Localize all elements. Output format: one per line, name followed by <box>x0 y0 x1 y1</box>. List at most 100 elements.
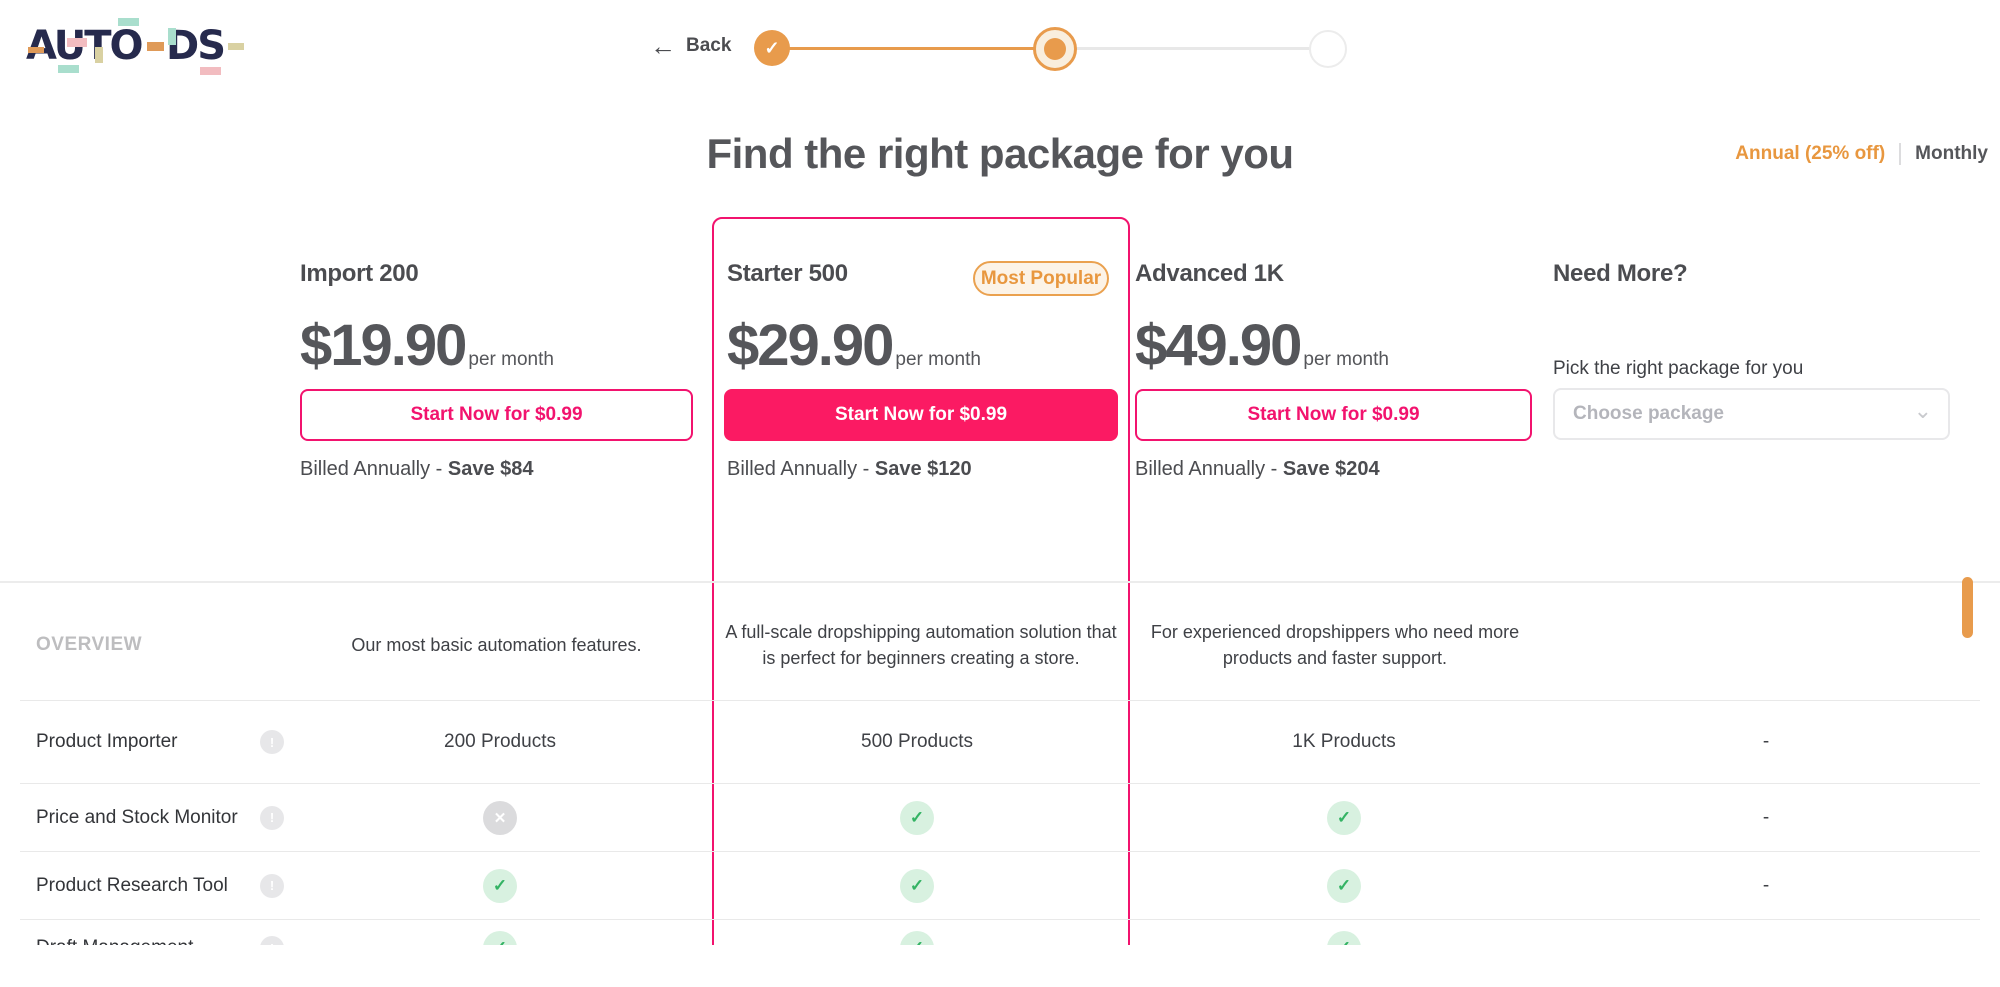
choose-package-dropdown[interactable]: Choose package ⌄ <box>1553 388 1950 440</box>
toggle-annual[interactable]: Annual (25% off) <box>1735 143 1886 164</box>
logo-accent <box>67 38 87 47</box>
check-icon: ✓ <box>483 931 517 945</box>
cell-starter-500: ✓ <box>720 852 1114 919</box>
billed-text: Billed Annually - <box>300 458 448 480</box>
price-amount: $19.90 <box>300 313 467 378</box>
logo-accent <box>200 67 221 75</box>
billed-text: Billed Annually - <box>727 458 875 480</box>
cell-import-200: ✓ <box>300 852 700 919</box>
cell-advanced-1k: ✓ <box>1147 852 1541 919</box>
cell-advanced-1k: ✓ <box>1147 784 1541 851</box>
row-separator <box>20 919 1980 920</box>
billing-toggle: Annual (25% off) Monthly <box>1735 143 1988 165</box>
cell-need-more: - <box>1762 874 1770 896</box>
back-label: Back <box>686 35 732 56</box>
check-glyph: ✓ <box>909 875 925 895</box>
cell-import-200: ✕ <box>300 784 700 851</box>
plan-price-advanced-1k: $49.90 per month <box>1135 312 1389 379</box>
cell-import-200: ✓ <box>300 922 700 945</box>
billed-text: Billed Annually - <box>1135 458 1283 480</box>
feature-label: Product Importer <box>36 731 178 752</box>
back-button[interactable]: ← Back <box>650 33 731 59</box>
start-now-button-starter-500[interactable]: Start Now for $0.99 <box>724 389 1118 441</box>
price-period: per month <box>895 349 981 370</box>
feature-row-draft-management: Draft Management ! ✓ ✓ ✓ <box>0 922 2000 945</box>
feature-row-price-stock-monitor: Price and Stock Monitor ! ✕ ✓ ✓ - <box>0 784 2000 851</box>
price-period: per month <box>1303 349 1389 370</box>
row-separator <box>20 700 1980 701</box>
check-glyph: ✓ <box>910 938 924 945</box>
stepper-step-3-upcoming <box>1309 30 1347 68</box>
cell-advanced-1k: 1K Products <box>1292 731 1396 752</box>
x-glyph: ✕ <box>493 809 507 827</box>
logo-text-ds: DS <box>166 23 226 69</box>
start-now-button-import-200[interactable]: Start Now for $0.99 <box>300 389 693 441</box>
cell-starter-500: ✓ <box>720 922 1114 945</box>
check-icon: ✓ <box>1327 868 1361 903</box>
dropdown-placeholder: Choose package <box>1573 403 1724 424</box>
stepper-line-upcoming <box>1054 47 1328 50</box>
check-glyph: ✓ <box>493 938 507 945</box>
x-icon: ✕ <box>483 800 517 835</box>
stepper-step-1-completed: ✓ <box>754 30 790 66</box>
autods-logo[interactable]: AUTO DS <box>16 8 256 78</box>
savings-amount: Save $204 <box>1282 458 1380 480</box>
plan-description-advanced-1k: For experienced dropshippers who need mo… <box>1150 622 1520 668</box>
cell-starter-500: ✓ <box>720 784 1114 851</box>
info-glyph: ! <box>269 810 275 825</box>
check-glyph: ✓ <box>492 875 508 895</box>
info-icon[interactable]: ! <box>260 873 284 898</box>
plan-description-import-200: Our most basic automation features. <box>351 635 642 655</box>
check-icon: ✓ <box>1327 800 1361 835</box>
check-icon: ✓ <box>900 868 934 903</box>
price-period: per month <box>468 349 554 370</box>
savings-amount: Save $120 <box>874 458 972 480</box>
cell-need-more: - <box>1762 806 1770 828</box>
content-area: AUTO DS ← Back ✓ Find the right package <box>0 8 2000 945</box>
check-glyph: ✓ <box>1336 807 1352 827</box>
savings-amount: Save $84 <box>447 458 534 480</box>
need-more-subtitle: Pick the right package for you <box>1553 358 1804 379</box>
stepper-current-dot <box>1044 38 1066 60</box>
info-glyph: ! <box>269 878 275 893</box>
feature-label: Price and Stock Monitor <box>36 806 238 828</box>
scrollbar-thumb[interactable] <box>1962 577 1973 638</box>
row-separator <box>20 851 1980 852</box>
most-popular-badge: Most Popular <box>973 261 1109 296</box>
info-icon[interactable]: ! <box>260 936 284 945</box>
logo-accent <box>28 47 44 53</box>
logo-dash <box>147 42 164 51</box>
logo-accent <box>95 47 103 63</box>
cell-import-200: 200 Products <box>444 731 556 752</box>
logo-accent <box>58 65 79 73</box>
info-glyph: ! <box>269 734 275 750</box>
need-more-title: Need More? <box>1553 260 1688 287</box>
check-glyph: ✓ <box>1337 938 1351 945</box>
plan-price-import-200: $19.90 per month <box>300 312 554 379</box>
back-arrow-icon: ← <box>650 31 676 61</box>
feature-label: Draft Management <box>36 937 193 945</box>
toggle-monthly[interactable]: Monthly <box>1915 143 1988 164</box>
info-glyph: ! <box>270 941 274 946</box>
feature-row-product-research-tool: Product Research Tool ! ✓ ✓ ✓ - <box>0 852 2000 919</box>
info-icon[interactable]: ! <box>260 805 284 830</box>
cell-starter-500: 500 Products <box>861 731 973 752</box>
start-now-button-advanced-1k[interactable]: Start Now for $0.99 <box>1135 389 1532 441</box>
row-separator <box>20 783 1980 784</box>
info-icon[interactable]: ! <box>260 730 284 754</box>
billed-annually-advanced-1k: Billed Annually - Save $204 <box>1135 458 1380 481</box>
billed-annually-import-200: Billed Annually - Save $84 <box>300 458 534 481</box>
plan-price-starter-500: $29.90 per month <box>727 312 981 379</box>
feature-row-product-importer: Product Importer ! 200 Products 500 Prod… <box>0 701 2000 783</box>
cell-need-more: - <box>1762 731 1770 752</box>
plan-name-advanced-1k: Advanced 1K <box>1135 260 1284 287</box>
logo-accent <box>118 18 139 26</box>
billed-annually-starter-500: Billed Annually - Save $120 <box>727 458 972 481</box>
stepper-step-2-current <box>1033 27 1077 71</box>
plan-name-starter-500: Starter 500 <box>727 260 848 287</box>
check-glyph: ✓ <box>909 807 925 827</box>
logo-accent <box>168 28 176 45</box>
plan-name-import-200: Import 200 <box>300 260 419 287</box>
page-title: Find the right package for you <box>706 130 1294 177</box>
